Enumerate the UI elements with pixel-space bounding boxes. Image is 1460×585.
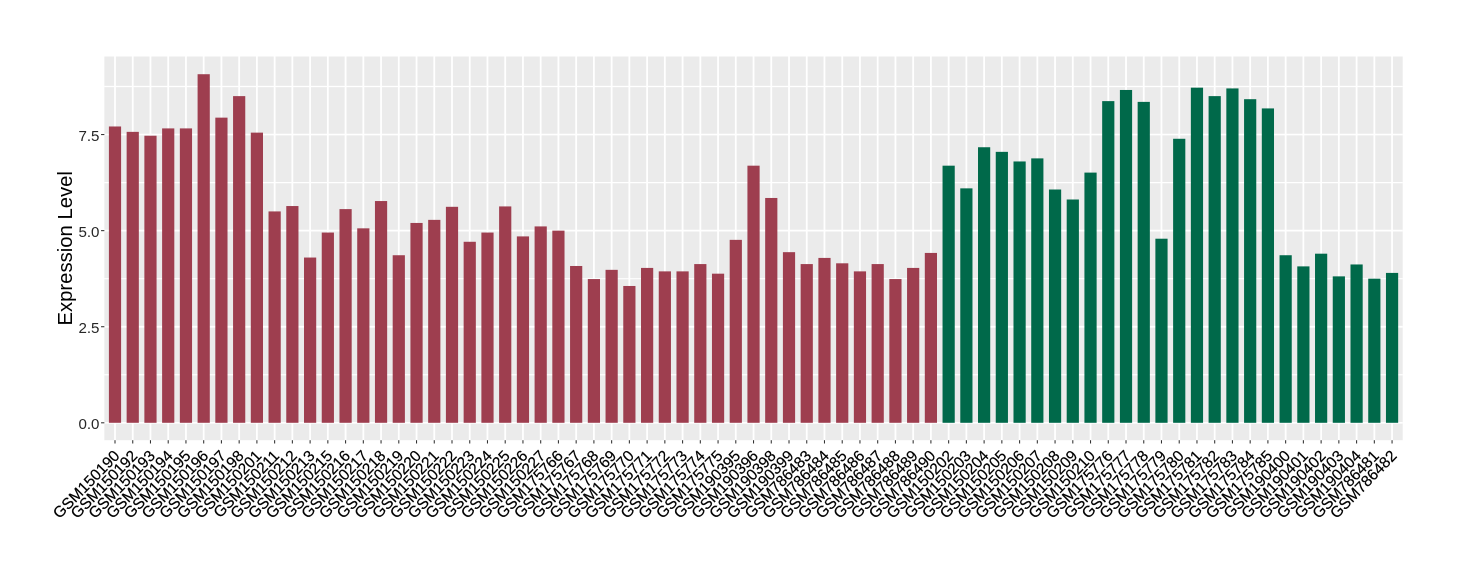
svg-text:5.0: 5.0 xyxy=(78,224,99,241)
svg-text:0.0: 0.0 xyxy=(78,416,99,433)
svg-text:2.5: 2.5 xyxy=(78,320,99,337)
svg-text:Expression Level: Expression Level xyxy=(55,171,77,325)
svg-text:7.5: 7.5 xyxy=(78,128,99,145)
